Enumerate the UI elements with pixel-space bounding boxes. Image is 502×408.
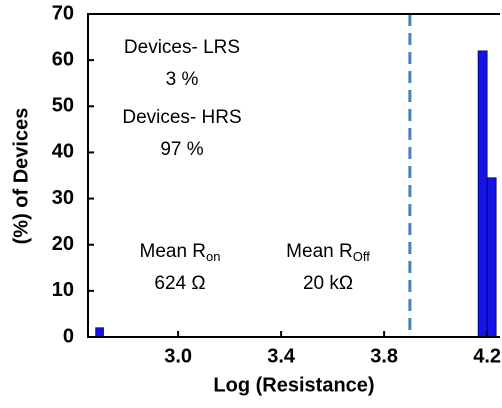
annotation: Mean Ron [140, 241, 221, 264]
y-tick-label: 40 [52, 141, 74, 163]
y-tick-label: 50 [52, 95, 74, 117]
bar [95, 327, 104, 338]
annotation: Devices- LRS [124, 37, 240, 58]
annotation: 624 Ω [154, 273, 205, 294]
annotation: Mean ROff [286, 241, 370, 264]
y-tick-label: 30 [52, 187, 74, 209]
annotation-text: Devices- LRS [124, 37, 240, 58]
x-tick-label: 3.4 [267, 345, 296, 367]
y-tick-label: 10 [52, 279, 74, 301]
annotation-text: 20 kΩ [303, 273, 353, 294]
y-axis-title: (%) of Devices [10, 108, 32, 245]
annotation-subscript: Off [353, 249, 370, 264]
annotation-subscript: on [206, 249, 220, 264]
annotation-text: Devices- HRS [122, 107, 241, 128]
annotation: 20 kΩ [303, 273, 353, 294]
x-axis-title: Log (Resistance) [213, 374, 374, 396]
x-tick-label: 4.2 [473, 345, 501, 367]
axis-frame [87, 13, 500, 338]
annotation: 3 % [166, 69, 199, 90]
annotation-text: 3 % [166, 69, 199, 90]
annotation: 97 % [160, 139, 203, 160]
x-tick-label: 3.8 [370, 345, 398, 367]
annotation-text: 97 % [160, 139, 203, 160]
y-tick-label: 20 [52, 233, 74, 255]
annotation-text: Mean R [140, 241, 207, 262]
annotation-text: Mean R [286, 241, 353, 262]
y-tick-label: 70 [52, 2, 74, 24]
x-tick-label: 3.0 [164, 345, 192, 367]
annotation-text: 624 Ω [154, 273, 205, 294]
bar [477, 50, 488, 338]
y-tick-label: 0 [63, 325, 74, 347]
y-tick-label: 60 [52, 48, 74, 70]
bar [486, 177, 497, 338]
annotation: Devices- HRS [122, 107, 241, 128]
